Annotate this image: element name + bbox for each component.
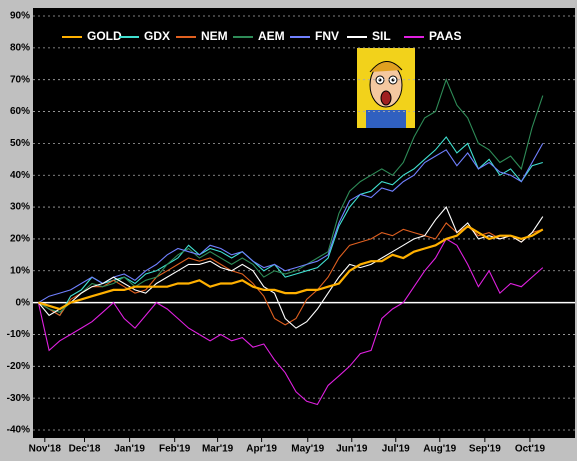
y-tick-label: 80% (10, 42, 30, 53)
y-tick-label: -40% (7, 425, 30, 436)
y-tick-label: -30% (7, 393, 30, 404)
legend-label: GDX (144, 29, 170, 43)
x-tick-label: Feb'19 (159, 444, 191, 455)
x-tick-label: Nov'18 (29, 444, 62, 455)
legend-label: SIL (372, 29, 391, 43)
y-tick-label: 70% (10, 74, 30, 85)
series-line (37, 238, 544, 406)
legend-label: NEM (201, 29, 228, 43)
plot-area (33, 8, 575, 438)
y-tick-label: 20% (10, 234, 30, 245)
legend-label: AEM (258, 29, 285, 43)
x-tick-label: Apr'19 (246, 444, 277, 455)
legend-label: FNV (315, 29, 339, 43)
x-tick-label: Dec'18 (69, 444, 101, 455)
x-tick-label: Jun'19 (336, 444, 368, 455)
y-tick-label: -10% (7, 329, 30, 340)
x-tick-label: May'19 (291, 444, 324, 455)
y-tick-label: 0% (16, 297, 31, 308)
y-tick-label: 90% (10, 11, 30, 22)
x-tick-label: Jul'19 (382, 444, 410, 455)
y-tick-label: 60% (10, 106, 30, 117)
legend-label: GOLD (87, 29, 122, 43)
y-tick-label: 10% (10, 265, 30, 276)
x-tick-label: Jan'19 (114, 444, 145, 455)
legend-label: PAAS (429, 29, 461, 43)
y-tick-label: 30% (10, 202, 30, 213)
y-tick-label: 50% (10, 138, 30, 149)
x-tick-label: Aug'19 (423, 444, 456, 455)
series-line (38, 78, 544, 313)
cartoon (357, 48, 415, 128)
x-tick-label: Sep'19 (469, 444, 501, 455)
y-tick-label: -20% (7, 361, 30, 372)
x-tick-label: Mar'19 (202, 444, 234, 455)
series-line (38, 224, 544, 311)
series-line (37, 206, 544, 329)
series-line (38, 143, 544, 304)
y-tick-label: 40% (10, 170, 30, 181)
x-tick-label: Oct'19 (515, 444, 546, 455)
